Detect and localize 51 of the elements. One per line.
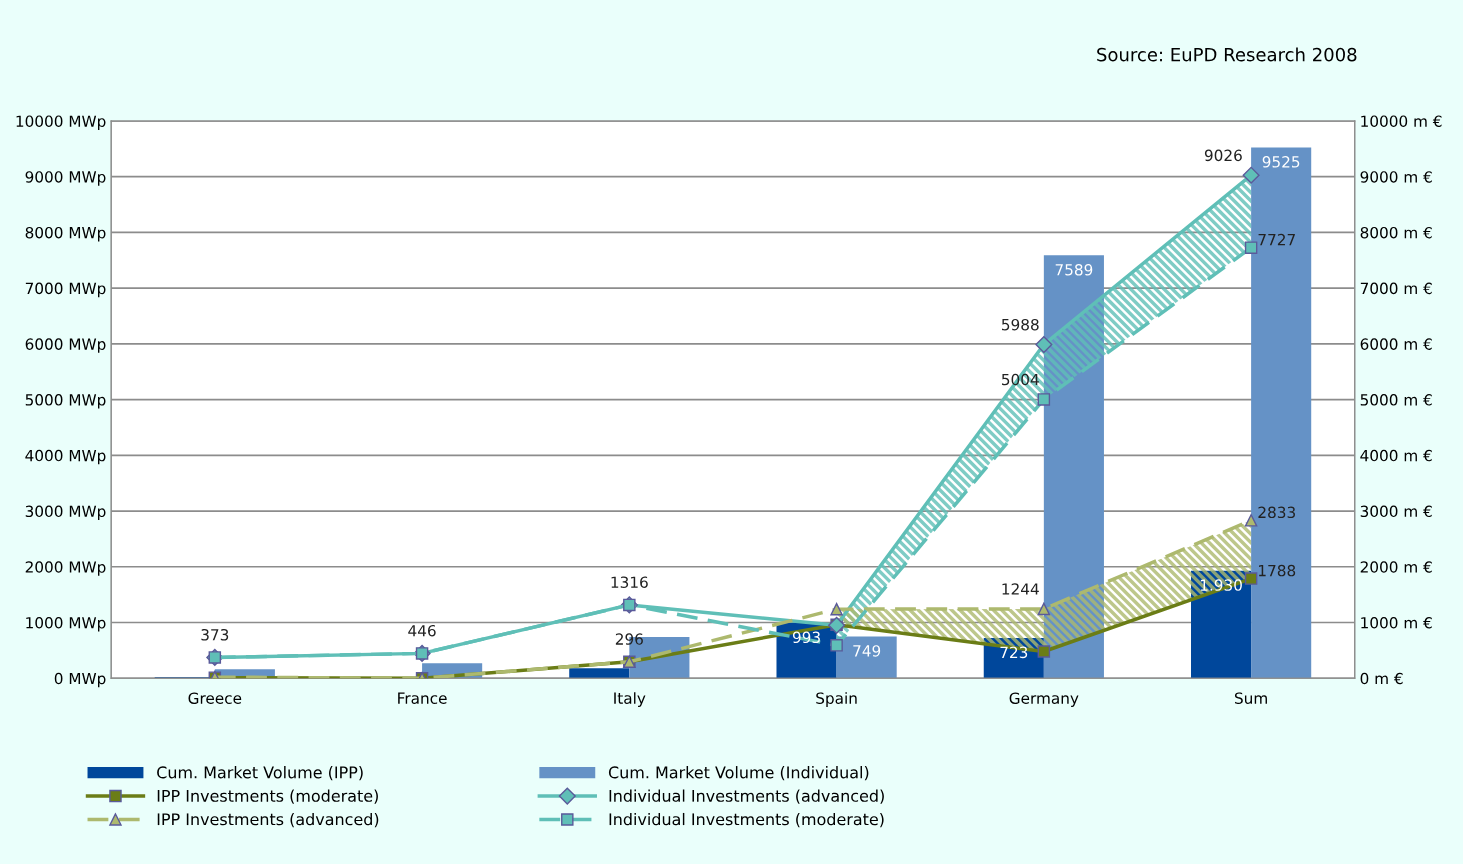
y2-tick-label: 6000 m € <box>1360 338 1432 350</box>
y-tick-label: 2000 MWp <box>25 561 106 576</box>
legend-label: Cum. Market Volume (IPP) <box>157 766 363 781</box>
x-tick-label: France <box>398 692 447 704</box>
data-label: 993 <box>792 631 820 644</box>
y2-tick-label: 10000 m € <box>1361 115 1442 127</box>
data-label: 5988 <box>1002 318 1039 331</box>
data-label: 9525 <box>1262 156 1300 168</box>
data-label: 446 <box>408 624 436 637</box>
y2-tick-label: 8000 m € <box>1360 226 1432 239</box>
data-label: 2833 <box>1258 506 1295 519</box>
data-label: 373 <box>201 629 229 641</box>
data-label: 7589 <box>1055 263 1093 276</box>
x-tick-label: Greece <box>188 692 242 704</box>
y2-tick-label: 4000 m € <box>1360 449 1432 462</box>
legend-label: Individual Investments (moderate) <box>609 812 884 828</box>
source-note: Source: EuPD Research 2008 <box>1097 47 1357 62</box>
x-tick-label: Germany <box>1009 692 1079 707</box>
data-label: 1316 <box>611 576 648 589</box>
legend-label: Individual Investments (advanced) <box>609 789 884 804</box>
y-tick-label: 10000 MWp <box>16 115 106 130</box>
y2-tick-label: 1000 m € <box>1361 616 1432 629</box>
x-tick-label: Spain <box>816 692 857 707</box>
y-tick-label: 4000 MWp <box>25 449 106 465</box>
y-tick-label: 9000 MWp <box>25 171 106 186</box>
data-label: 7727 <box>1258 233 1295 246</box>
data-label: 1244 <box>1002 583 1039 595</box>
y-tick-label: 7000 MWp <box>25 282 106 298</box>
x-tick-label: Sum <box>1234 692 1267 704</box>
y2-tick-label: 5000 m € <box>1360 394 1432 406</box>
y-tick-label: 5000 MWp <box>25 394 106 409</box>
data-label: 296 <box>615 633 643 645</box>
y2-tick-label: 2000 m € <box>1360 561 1432 573</box>
data-label: 1.930 <box>1200 579 1242 591</box>
y-tick-label: 1000 MWp <box>26 616 106 632</box>
y2-tick-label: 0 m € <box>1360 672 1403 685</box>
data-label: 723 <box>1000 646 1028 659</box>
y2-tick-label: 3000 m € <box>1360 505 1432 518</box>
y-tick-label: 6000 MWp <box>25 338 106 353</box>
y2-tick-label: 7000 m € <box>1360 282 1432 295</box>
y-tick-label: 0 MWp <box>54 672 106 688</box>
y-tick-label: 3000 MWp <box>25 505 106 521</box>
legend-label: Cum. Market Volume (Individual) <box>608 766 869 781</box>
x-tick-label: Italy <box>614 692 646 707</box>
legend-label: IPP Investments (moderate) <box>157 789 378 804</box>
y2-tick-label: 9000 m € <box>1360 171 1432 183</box>
data-label: 749 <box>853 645 881 657</box>
legend-label: IPP Investments (advanced) <box>157 812 379 828</box>
data-label: 1788 <box>1259 564 1296 577</box>
data-label: 9026 <box>1204 149 1242 162</box>
y-tick-label: 8000 MWp <box>25 226 106 242</box>
